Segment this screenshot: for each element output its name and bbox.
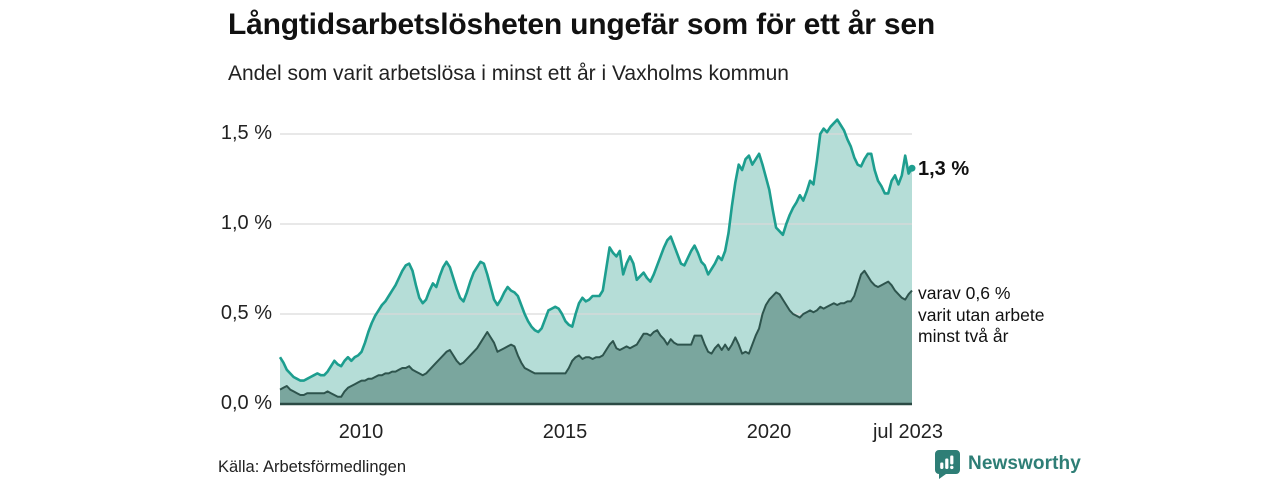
side-note-line-3: minst två år: [918, 326, 1009, 346]
area-chart: [278, 118, 916, 406]
x-tick-2010: 2010: [338, 421, 384, 443]
source-credit: Källa: Arbetsförmedlingen: [218, 458, 407, 476]
chart-title: Långtidsarbetslösheten ungefär som för e…: [228, 8, 936, 41]
x-tick-jul-2023: jul 2023: [872, 421, 944, 443]
side-note-annotation: varav 0,6 % varit utan arbete minst två …: [918, 283, 1044, 348]
y-tick-0-0: 0,0 %: [220, 392, 272, 414]
y-tick-1-5: 1,5 %: [220, 122, 272, 144]
newsworthy-wordmark: Newsworthy: [968, 453, 1081, 474]
y-tick-0-5: 0,5 %: [220, 302, 272, 324]
last-value-annotation: 1,3 %: [918, 158, 970, 180]
chart-subtitle: Andel som varit arbetslösa i minst ett å…: [228, 62, 789, 85]
newsworthy-icon: [935, 450, 960, 479]
side-note-line-2: varit utan arbete: [918, 304, 1045, 325]
y-tick-1-0: 1,0 %: [220, 212, 272, 234]
newsworthy-logo[interactable]: Newsworthy: [935, 450, 1081, 479]
x-tick-2020: 2020: [746, 421, 792, 443]
x-tick-2015: 2015: [542, 421, 588, 443]
side-note-line-1: varav 0,6 %: [918, 283, 1011, 303]
